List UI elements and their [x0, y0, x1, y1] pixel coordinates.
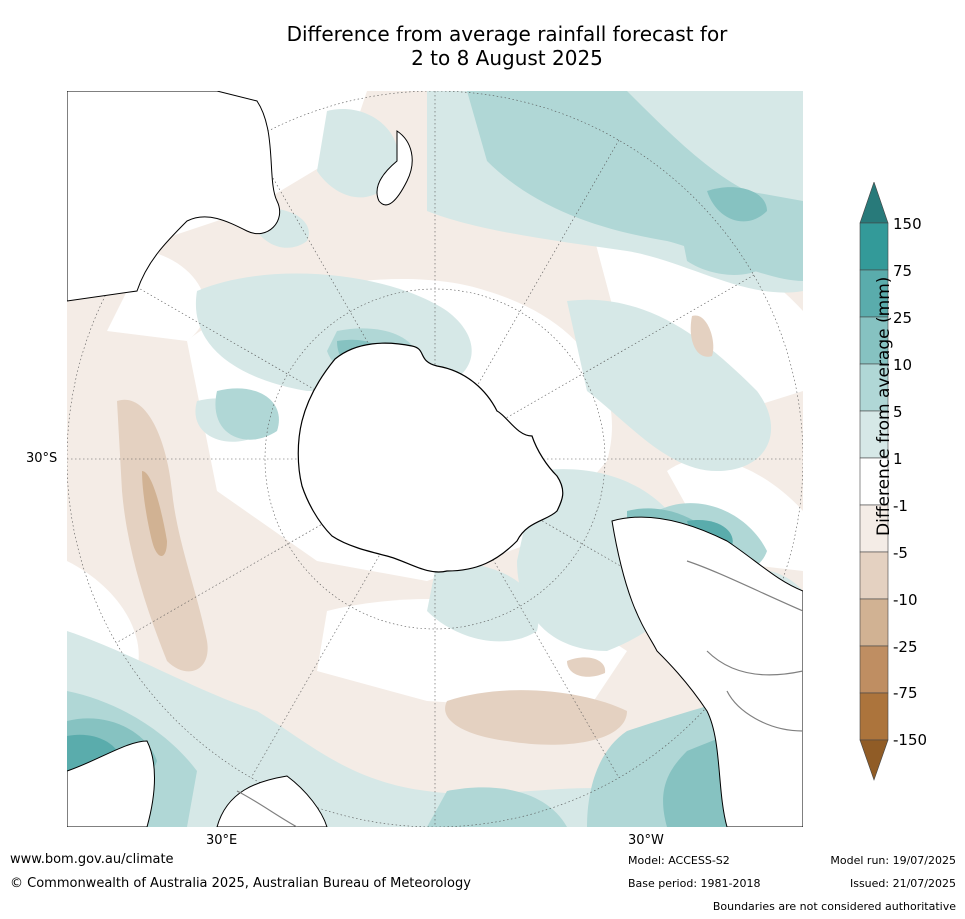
- colorbar-tick: -150: [893, 731, 928, 749]
- dry-regions-strong: [142, 471, 167, 556]
- title-line-2: 2 to 8 August 2025: [411, 46, 603, 70]
- issued-text: Issued: 21/07/2025: [849, 877, 956, 890]
- colorbar: [859, 182, 889, 781]
- lon-label-30e: 30°E: [206, 833, 238, 848]
- colorbar-bin: [859, 504, 889, 553]
- colorbar-tick: 1: [893, 450, 903, 468]
- colorbar-bin: [859, 316, 889, 365]
- colorbar-bin: [859, 269, 889, 318]
- colorbar-under-triangle: [859, 739, 889, 781]
- new-zealand-coastline: [376, 130, 413, 206]
- model-run-text: Model run: 19/07/2025: [830, 854, 956, 867]
- country-borders: [236, 560, 803, 827]
- africa-south-coastline: [216, 775, 328, 827]
- colorbar-tick: -75: [893, 684, 918, 702]
- continent-coastlines: [67, 91, 803, 827]
- colorbar-tick: 150: [893, 215, 922, 233]
- colorbar-tick: -1: [893, 497, 908, 515]
- colorbar-label: Difference from average (mm): [874, 277, 894, 536]
- colorbar-bin: [859, 692, 889, 741]
- colorbar-bin: [859, 363, 889, 412]
- rainfall-map: [67, 91, 803, 827]
- model-text: Model: ACCESS-S2: [628, 854, 730, 867]
- bom-url-link[interactable]: www.bom.gov.au/climate: [10, 852, 174, 867]
- colorbar-tick: 25: [893, 309, 913, 327]
- lat-label-30s: 30°S: [26, 451, 58, 466]
- colorbar-tick: 5: [893, 403, 903, 421]
- copyright-text: © Commonwealth of Australia 2025, Austra…: [10, 876, 471, 891]
- base-period-text: Base period: 1981-2018: [628, 877, 761, 890]
- colorbar-tick: -25: [893, 638, 918, 656]
- colorbar-tick: -5: [893, 544, 908, 562]
- colorbar-tick: -10: [893, 591, 918, 609]
- disclaimer-text: Boundaries are not considered authoritat…: [712, 900, 956, 913]
- africa-coastline: [67, 740, 155, 827]
- colorbar-bin: [859, 598, 889, 647]
- colorbar-bin: [859, 410, 889, 459]
- colorbar-over-triangle: [859, 182, 889, 224]
- australia-coastline: [67, 91, 281, 302]
- lon-label-30w: 30°W: [628, 833, 664, 848]
- title-line-1: Difference from average rainfall forecas…: [286, 22, 728, 46]
- south-america-coastline: [611, 516, 803, 827]
- antarctica-coastline: [297, 342, 564, 573]
- map-title: Difference from average rainfall forecas…: [0, 22, 965, 70]
- colorbar-tick: 10: [893, 356, 913, 374]
- colorbar-tick: 75: [893, 262, 913, 280]
- colorbar-bin: [859, 645, 889, 694]
- colorbar-bin: [859, 551, 889, 600]
- colorbar-bin: [859, 222, 889, 271]
